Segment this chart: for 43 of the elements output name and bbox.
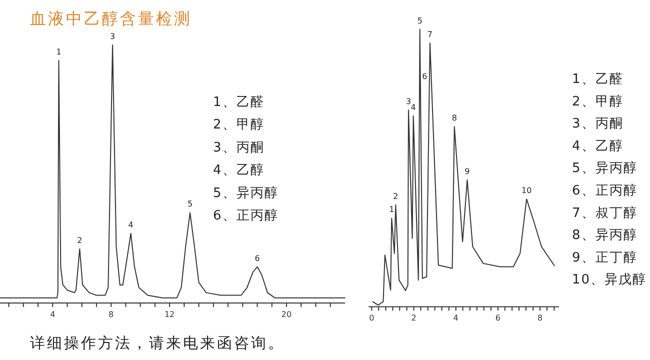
annotation: 2 bbox=[393, 192, 398, 201]
annotation: 1、乙醛 bbox=[213, 95, 264, 110]
annotation: 2、甲醇 bbox=[213, 118, 264, 133]
annotation: 5、异丙醇 bbox=[213, 186, 278, 201]
x-tick-label: 8 bbox=[538, 314, 543, 323]
text: 2、甲醇 bbox=[572, 94, 624, 110]
annotation: 3、丙酮 bbox=[213, 140, 264, 156]
x-tick-label: 20 bbox=[281, 310, 292, 319]
annotation: 3 bbox=[110, 32, 116, 41]
x-tick-label: 4 bbox=[453, 314, 458, 323]
annotation: 4 bbox=[410, 102, 416, 112]
x-tick-label: 0 bbox=[369, 314, 374, 323]
annotation: 9 bbox=[464, 166, 470, 176]
annotation: 5 bbox=[187, 200, 193, 209]
annotation: 6 bbox=[254, 254, 260, 263]
annotation: 4、乙醇 bbox=[213, 163, 264, 178]
annotation: 6 bbox=[422, 72, 428, 81]
annotation: 1 bbox=[389, 205, 394, 214]
text: 5、异丙醇 bbox=[572, 161, 638, 176]
annotation: 3 bbox=[406, 97, 412, 106]
text: 4、乙醇 bbox=[572, 138, 624, 154]
annotation: 6、正丙醇 bbox=[213, 208, 278, 224]
annotation: 8 bbox=[452, 114, 457, 123]
text: 1、乙醛 bbox=[572, 72, 624, 87]
x-tick-label: 2 bbox=[411, 314, 416, 323]
annotation: 4 bbox=[128, 220, 134, 230]
text: 3、丙酮 bbox=[572, 116, 624, 132]
annotation: 2 bbox=[77, 236, 82, 245]
x-tick-label: 8 bbox=[108, 310, 114, 319]
x-tick-label: 6 bbox=[495, 314, 501, 323]
x-tick-label: 12 bbox=[164, 310, 175, 319]
text: 8、异丙醇 bbox=[572, 228, 638, 244]
text: 详细操作方法，请来电来函咨询。 bbox=[30, 334, 285, 352]
text: 10、异戊醇 bbox=[572, 272, 647, 288]
annotation: 7 bbox=[427, 30, 433, 40]
annotation: 1 bbox=[56, 47, 62, 56]
text: 7、叔丁醇 bbox=[572, 206, 638, 221]
annotation: 10 bbox=[521, 186, 532, 196]
annotation: 5 bbox=[417, 16, 422, 26]
chart-title: 血液中乙醇含量检测 bbox=[30, 9, 192, 28]
x-tick-label: 4 bbox=[50, 310, 56, 319]
text: 6、正丙醇 bbox=[572, 184, 638, 198]
text: 9、正丁醇 bbox=[572, 250, 638, 266]
